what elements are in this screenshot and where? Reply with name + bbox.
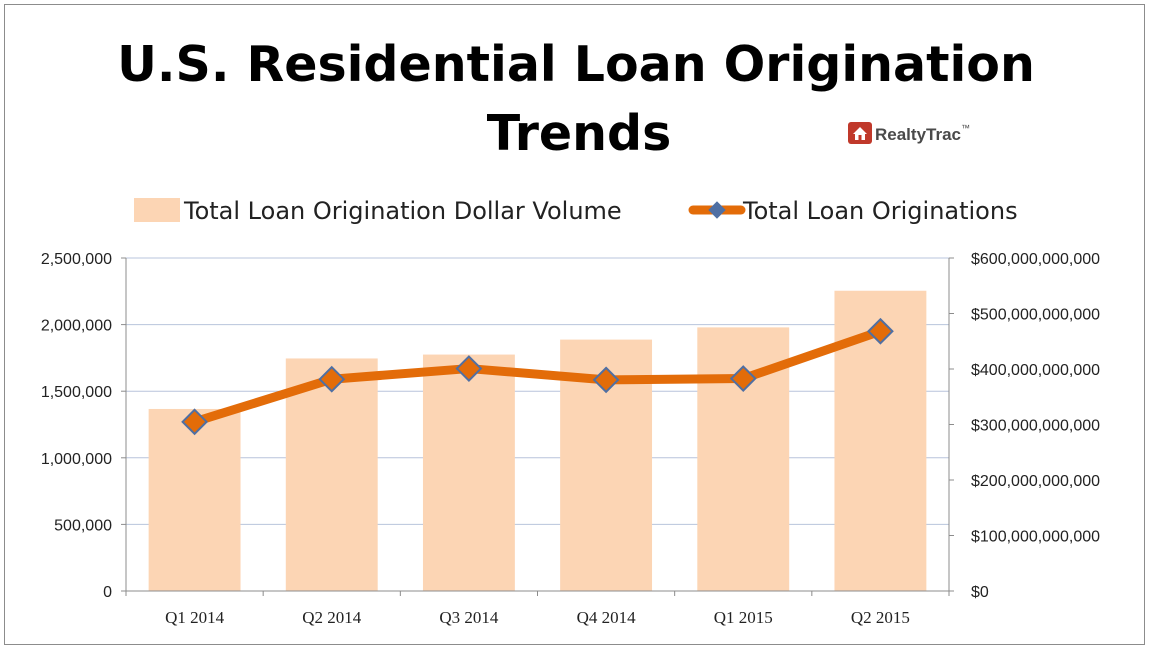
logo-text: RealtyTrac [875,125,961,144]
right-tick-label: $500,000,000,000 [971,307,1100,324]
bar-q1-2014 [148,408,241,591]
right-tick-label: $300,000,000,000 [971,418,1100,435]
line-series [181,317,894,436]
category-label: Q3 2014 [439,608,499,627]
right-axis-ticks: $0 $100,000,000,000 $200,000,000,000 $300,0… [971,251,1100,601]
legend-label-bar: Total Loan Origination Dollar Volume [183,197,622,225]
left-tick-label: 1,500,000 [41,384,112,401]
bar-q3-2014 [422,354,515,591]
right-tick-label: $400,000,000,000 [971,362,1100,379]
left-tick-label: 500,000 [54,517,112,534]
category-label: Q1 2015 [714,608,773,627]
right-tick-label: $200,000,000,000 [971,473,1100,490]
legend-swatch-bar [134,198,180,222]
axes [121,257,954,596]
logo-trademark: ™ [961,123,970,133]
chart-title-line1: U.S. Residential Loan Origination [117,36,1035,93]
series-line-total-loan-originations [190,326,885,427]
left-tick-label: 0 [103,584,112,601]
data-point-q2-2015 [867,317,894,345]
category-label: Q2 2014 [302,608,362,627]
data-point-q3-2014 [455,355,483,382]
category-label: Q2 2015 [851,608,910,627]
data-point-q2-2014 [318,365,346,393]
chart-title-line2: Trends [487,105,672,162]
legend-label-line: Total Loan Originations [742,197,1018,225]
legend: Total Loan Origination Dollar Volume Tot… [134,197,1018,225]
category-label: Q1 2014 [165,608,225,627]
chart-svg: U.S. Residential Loan Origination Trends… [41,36,1100,627]
right-tick-label: $0 [971,584,989,601]
data-point-q1-2015 [729,365,757,392]
bars [148,290,927,591]
chart-frame: U.S. Residential Loan Origination Trends… [4,4,1145,645]
left-axis-ticks: 0 500,000 1,000,000 1,500,000 2,000,000 2,500… [41,251,112,601]
bar-q2-2014 [285,358,378,591]
category-labels: Q1 2014 Q2 2014 Q3 2014 Q4 2014 Q1 2015 Q2 20… [165,608,910,627]
house-door [858,135,862,140]
data-point-q1-2014 [181,408,208,436]
right-tick-label: $100,000,000,000 [971,529,1100,546]
data-point-q4-2014 [592,366,620,394]
legend-swatch-marker [708,201,726,219]
left-tick-label: 1,000,000 [41,451,112,468]
right-tick-label: $600,000,000,000 [971,251,1100,268]
left-tick-label: 2,500,000 [41,251,112,268]
category-label: Q4 2014 [577,608,637,627]
left-tick-label: 2,000,000 [41,318,112,335]
house-icon [853,127,867,140]
realtytrac-logo: RealtyTrac ™ [848,122,970,144]
gridlines [126,257,949,525]
